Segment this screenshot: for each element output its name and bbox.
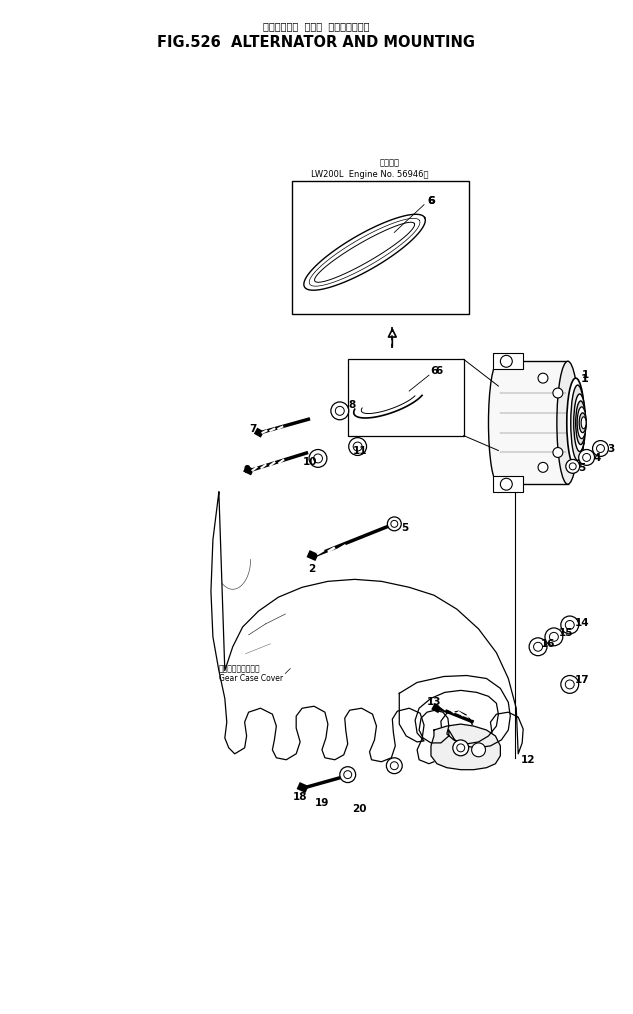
- Text: 15: 15: [558, 628, 573, 638]
- Bar: [292, 180, 468, 313]
- Ellipse shape: [581, 417, 586, 429]
- Circle shape: [529, 638, 547, 656]
- Text: 5: 5: [578, 463, 586, 474]
- Circle shape: [344, 771, 352, 779]
- Circle shape: [561, 675, 579, 694]
- Circle shape: [566, 459, 580, 474]
- Circle shape: [565, 621, 574, 630]
- Bar: [498, 361, 568, 485]
- Circle shape: [353, 442, 362, 451]
- Ellipse shape: [575, 401, 586, 444]
- Text: 3: 3: [608, 443, 615, 453]
- Text: 20: 20: [353, 804, 367, 814]
- Circle shape: [335, 407, 344, 416]
- Ellipse shape: [579, 413, 586, 433]
- Text: 6: 6: [427, 196, 435, 206]
- Circle shape: [545, 628, 563, 646]
- Text: 1: 1: [582, 370, 589, 380]
- Circle shape: [553, 388, 563, 397]
- Text: 18: 18: [293, 792, 308, 802]
- Circle shape: [340, 767, 356, 783]
- Circle shape: [549, 633, 558, 641]
- Ellipse shape: [571, 385, 585, 460]
- Text: 4: 4: [594, 453, 601, 463]
- Bar: [348, 359, 464, 436]
- Circle shape: [500, 355, 512, 367]
- Text: 5: 5: [401, 523, 409, 532]
- Text: 9: 9: [243, 465, 250, 476]
- Circle shape: [387, 517, 401, 530]
- Circle shape: [565, 680, 574, 689]
- Circle shape: [561, 617, 579, 634]
- Text: 10: 10: [303, 457, 317, 467]
- Text: LW200L  Engine No. 56946～: LW200L Engine No. 56946～: [311, 170, 429, 179]
- Polygon shape: [431, 724, 500, 770]
- Circle shape: [553, 447, 563, 457]
- Text: ギヤーケースカバー: ギヤーケースカバー: [219, 664, 261, 673]
- Text: 1: 1: [580, 374, 589, 384]
- Circle shape: [472, 743, 486, 756]
- Circle shape: [386, 757, 402, 774]
- Circle shape: [582, 453, 591, 461]
- Circle shape: [309, 449, 327, 467]
- Text: 13: 13: [427, 698, 441, 708]
- Circle shape: [453, 740, 468, 755]
- Circle shape: [569, 462, 576, 469]
- Circle shape: [349, 438, 367, 455]
- Ellipse shape: [489, 361, 508, 485]
- Text: 7: 7: [249, 424, 256, 434]
- Text: 6: 6: [427, 196, 435, 206]
- Text: 6: 6: [430, 366, 438, 376]
- Text: Gear Case Cover: Gear Case Cover: [219, 674, 283, 683]
- Circle shape: [592, 441, 608, 456]
- Circle shape: [331, 402, 349, 420]
- Text: 16: 16: [541, 639, 555, 649]
- Text: 8: 8: [348, 400, 355, 410]
- Text: 11: 11: [353, 445, 367, 455]
- Text: 6: 6: [436, 366, 442, 376]
- Text: オルタネータ  および  マウンティング: オルタネータ および マウンティング: [263, 21, 369, 31]
- Circle shape: [596, 444, 605, 452]
- Text: FIG.526  ALTERNATOR AND MOUNTING: FIG.526 ALTERNATOR AND MOUNTING: [157, 34, 475, 50]
- Circle shape: [313, 454, 322, 462]
- Bar: [494, 477, 523, 492]
- Circle shape: [457, 744, 465, 751]
- Circle shape: [500, 479, 512, 490]
- Circle shape: [391, 520, 398, 527]
- Text: 適用号機: 適用号機: [379, 158, 399, 167]
- Circle shape: [538, 462, 548, 473]
- Circle shape: [579, 449, 594, 465]
- Text: 2: 2: [308, 565, 316, 575]
- Circle shape: [391, 762, 398, 770]
- Text: 14: 14: [574, 618, 589, 628]
- Bar: [494, 353, 523, 369]
- Ellipse shape: [567, 378, 585, 467]
- Text: 12: 12: [521, 754, 536, 765]
- Ellipse shape: [577, 407, 586, 439]
- Text: 19: 19: [315, 798, 329, 808]
- Ellipse shape: [573, 394, 586, 451]
- Ellipse shape: [557, 361, 579, 485]
- Circle shape: [534, 642, 542, 651]
- Text: 17: 17: [574, 675, 589, 685]
- Circle shape: [538, 373, 548, 383]
